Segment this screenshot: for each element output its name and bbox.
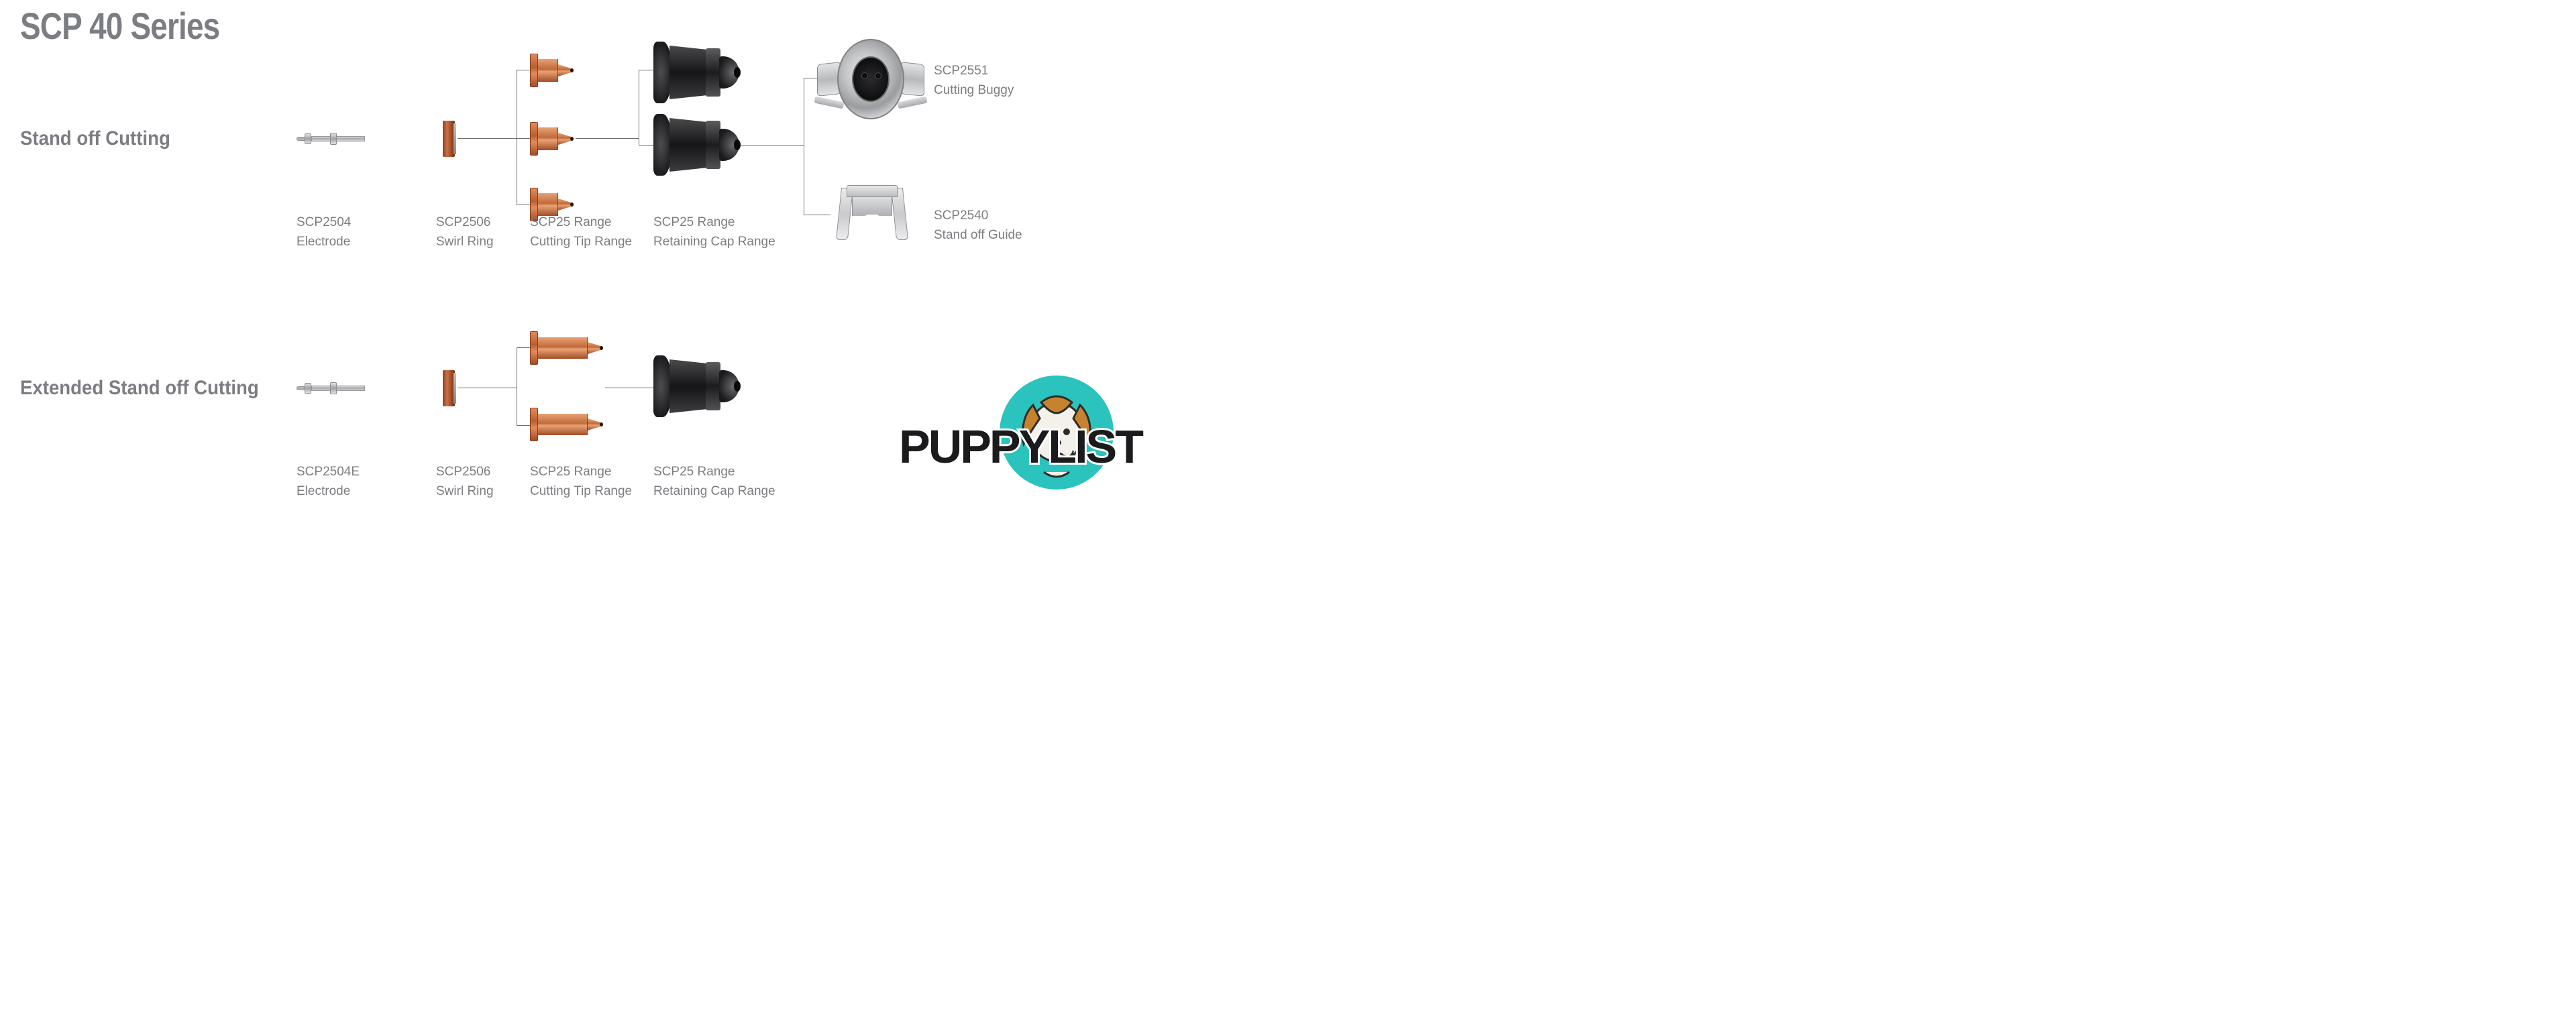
tips2-caption-code: SCP25 Range [530,463,632,482]
electrode2-caption: SCP2504E Electrode [297,463,360,501]
electrode1-caption-name: Electrode [297,233,351,252]
tips1-caption-name: Cutting Tip Range [530,233,632,252]
cutting-tip-ext-2b [530,408,604,441]
connector [576,138,639,139]
swirl1-caption: SCP2506 Swirl Ring [436,213,494,251]
guide-caption-code: SCP2540 [934,207,1022,226]
buggy-caption: SCP2551 Cutting Buggy [934,62,1014,100]
cutting-buggy-illustration [817,32,924,126]
caps1-caption: SCP25 Range Retaining Cap Range [653,213,775,251]
swirl-ring-illustration-1 [443,119,458,158]
cutting-tip-1b [530,122,574,156]
row-2-label: Extended Stand off Cutting [20,377,259,400]
retaining-cap-1a [653,42,741,103]
electrode1-caption: SCP2504 Electrode [297,213,351,251]
connector [517,425,530,426]
tips1-caption-code: SCP25 Range [530,213,632,233]
connector [517,347,530,348]
caps2-caption-name: Retaining Cap Range [653,482,775,502]
retaining-cap-1b [653,114,741,176]
swirl-ring-illustration-2 [443,369,458,408]
swirl2-caption-name: Swirl Ring [436,482,494,502]
cutting-tip-1a [530,54,574,87]
connector [741,145,804,146]
retaining-cap-2 [653,355,741,417]
buggy-caption-code: SCP2551 [934,62,1014,81]
tips2-caption-name: Cutting Tip Range [530,482,632,502]
puppylist-logo: PUPPYLIST [899,396,1194,490]
buggy-caption-name: Cutting Buggy [934,81,1014,101]
guide-caption: SCP2540 Stand off Guide [934,207,1022,245]
electrode2-caption-code: SCP2504E [297,463,360,482]
electrode2-caption-name: Electrode [297,482,360,502]
swirl2-caption: SCP2506 Swirl Ring [436,463,494,501]
logo-text: PUPPYLIST [899,420,1142,473]
caps1-caption-name: Retaining Cap Range [653,233,775,252]
connector [517,138,530,139]
electrode1-caption-code: SCP2504 [297,213,351,233]
electrode-illustration-1 [297,129,368,149]
swirl1-caption-code: SCP2506 [436,213,494,233]
connector [639,145,653,146]
cutting-tip-ext-2a [530,331,604,365]
caps2-caption: SCP25 Range Retaining Cap Range [653,463,775,501]
standoff-guide-illustration [832,185,912,245]
row-1-label: Stand off Cutting [20,127,170,150]
electrode-illustration-2 [297,378,368,398]
caps1-caption-code: SCP25 Range [653,213,775,233]
swirl2-caption-code: SCP2506 [436,463,494,482]
caps2-caption-code: SCP25 Range [653,463,775,482]
swirl1-caption-name: Swirl Ring [436,233,494,252]
guide-caption-name: Stand off Guide [934,226,1022,245]
tips2-caption: SCP25 Range Cutting Tip Range [530,463,632,501]
page-title: SCP 40 Series [20,4,219,48]
tips1-caption: SCP25 Range Cutting Tip Range [530,213,632,251]
